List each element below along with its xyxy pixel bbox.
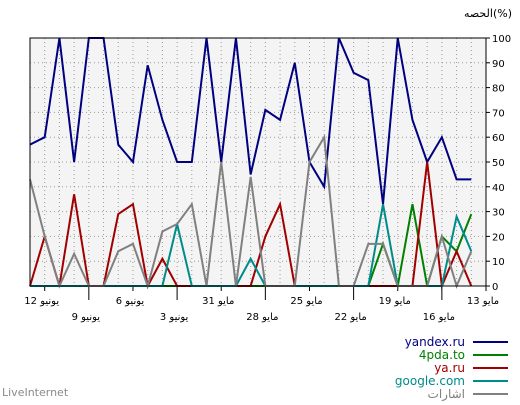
x-tick-label: 22 مايو — [334, 312, 366, 323]
x-tick-label: 3 يونيو — [160, 312, 189, 323]
y-tick-label: 50 — [492, 158, 505, 169]
y-tick-label: 60 — [492, 133, 505, 144]
y-axis-label: الحصه(%) — [464, 7, 512, 20]
y-tick-label: 70 — [492, 108, 505, 119]
brand-label: LiveInternet — [2, 386, 69, 399]
x-tick-label: 25 مايو — [290, 296, 322, 307]
y-tick-label: 10 — [492, 257, 505, 268]
y-tick-label: 20 — [492, 232, 505, 243]
x-tick-label: 9 يونيو — [72, 312, 101, 323]
y-tick-label: 0 — [492, 282, 498, 293]
x-tick-label: 12 يونيو — [24, 296, 59, 307]
y-tick-label: 100 — [492, 34, 511, 45]
x-tick-label: 19 مايو — [379, 296, 411, 307]
x-tick-label: 16 مايو — [423, 312, 455, 323]
legend-label: 4pda.to — [419, 348, 465, 362]
y-tick-label: 90 — [492, 59, 505, 70]
x-tick-label: 13 مايو — [467, 296, 499, 307]
plot-frame — [29, 37, 487, 287]
legend-label: ya.ru — [434, 361, 465, 375]
y-tick-label: 80 — [492, 84, 505, 95]
y-tick-label: 40 — [492, 183, 505, 194]
legend-label: اشارات — [428, 387, 465, 402]
legend-label: yandex.ru — [405, 335, 465, 349]
y-axis-ticks: 0 10 20 30 40 50 60 70 80 90 100 — [486, 34, 511, 293]
x-tick-label: 31 مايو — [202, 296, 234, 307]
x-tick-label: 28 مايو — [246, 312, 278, 323]
legend-label: google.com — [395, 374, 465, 388]
x-axis-ticks: 12 يونيو 9 يونيو 6 يونيو 3 يونيو 31 مايو 28 م… — [24, 286, 499, 323]
axes — [29, 37, 487, 287]
x-tick-label: 6 يونيو — [116, 296, 145, 307]
y-tick-label: 30 — [492, 208, 505, 219]
